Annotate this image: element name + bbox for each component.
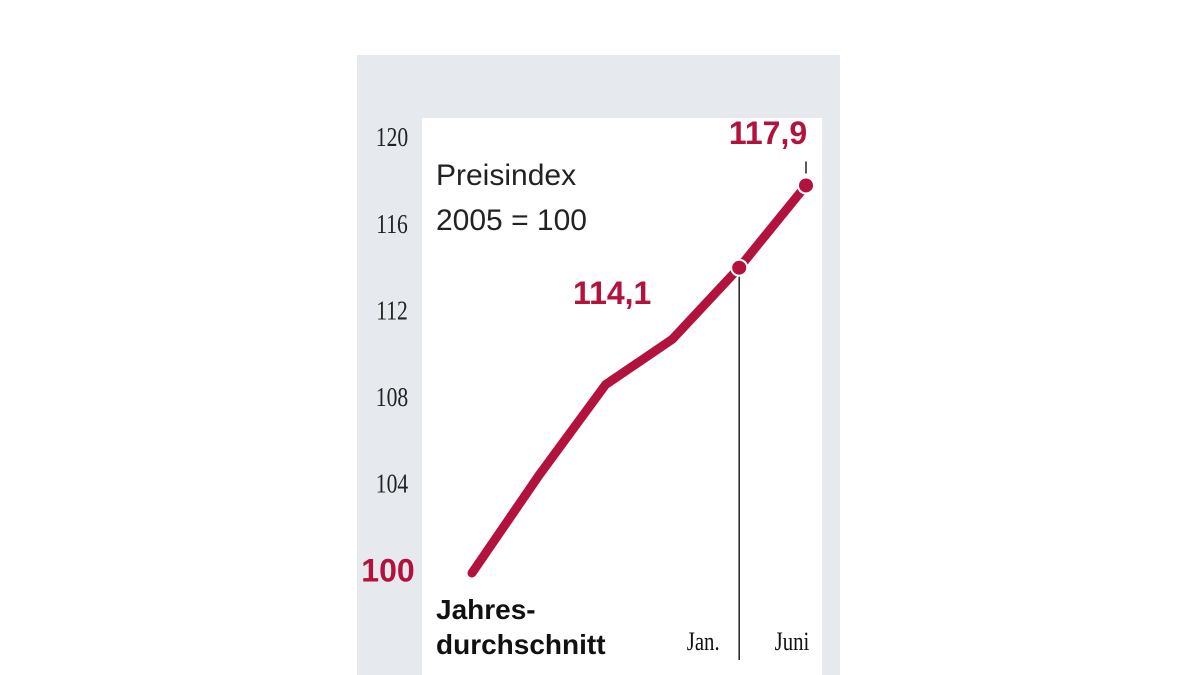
value-label: 100 xyxy=(361,552,414,588)
y-tick-label: 108 xyxy=(376,383,408,413)
value-label: 117,9 xyxy=(729,115,807,151)
y-tick-label: 116 xyxy=(376,210,408,240)
y-tick-label: 112 xyxy=(376,296,408,326)
y-tick-label: 104 xyxy=(376,469,408,499)
annotation: Preisindex 2005 = 100 xyxy=(436,159,587,237)
value-label: 114,1 xyxy=(573,275,651,311)
x-tick-label: Juni xyxy=(775,628,810,657)
y-tick-label: 120 xyxy=(376,123,408,153)
x-tick-label: Jan. xyxy=(687,628,720,657)
plot-area xyxy=(422,118,822,675)
point-marker xyxy=(730,258,749,277)
point-marker xyxy=(797,176,815,195)
data-line xyxy=(467,180,811,578)
x-tick-label: Jahres- durchschnitt xyxy=(436,594,606,660)
